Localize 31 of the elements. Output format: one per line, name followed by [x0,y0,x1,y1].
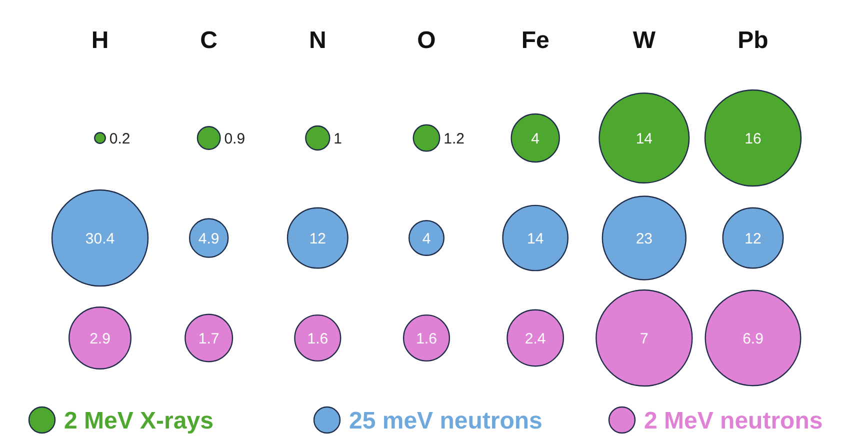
data-label: 12 [309,230,326,248]
data-label: 23 [636,230,653,248]
data-label: 12 [744,230,762,248]
category-label: N [308,27,326,54]
data-label: 4 [531,130,540,148]
data-label: 1.7 [198,330,220,348]
category-label: Fe [521,27,550,54]
category-label: H [91,27,109,54]
data-label: 14 [526,230,544,248]
data-label: 2.4 [524,330,546,348]
data-label: 14 [636,130,653,148]
data-label: 6.9 [742,330,764,348]
data-label: 1.6 [416,330,437,348]
legend-label: 2 MeV neutrons [644,407,823,434]
data-label: 1 [334,130,342,148]
data-label: 7 [640,330,648,348]
data-label: 2.9 [90,330,110,348]
data-label: 0.9 [224,130,246,148]
data-label: 30.4 [85,230,115,248]
data-label: 16 [744,130,762,148]
legend-label: 2 MeV X-rays [64,407,214,434]
data-label: 1.6 [307,330,328,348]
category-label: Pb [738,27,768,54]
data-label: 0.2 [109,130,130,148]
category-label: O [417,27,436,54]
category-label: C [200,27,218,54]
category-label: W [632,27,656,54]
data-label: 4.9 [198,230,220,248]
data-label: 1.2 [444,130,465,148]
data-label: 4 [422,230,431,248]
legend-label: 25 meV neutrons [349,407,542,434]
